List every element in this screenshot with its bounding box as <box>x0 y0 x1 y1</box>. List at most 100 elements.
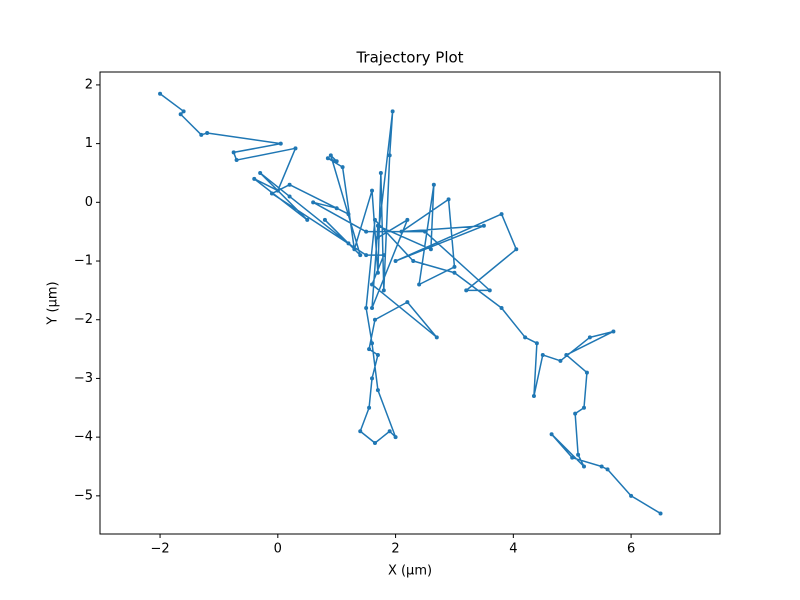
trajectory-point <box>231 150 236 155</box>
trajectory-point <box>375 352 380 357</box>
trajectory-point <box>605 467 610 472</box>
trajectory-point <box>287 182 292 187</box>
trajectory-point <box>434 335 439 340</box>
trajectory-point <box>428 247 433 252</box>
trajectory-point <box>375 388 380 393</box>
trajectory-point <box>576 452 581 457</box>
trajectory-point <box>305 217 310 222</box>
trajectory-point <box>658 511 663 516</box>
trajectory-point <box>205 131 210 136</box>
trajectory-point <box>452 264 457 269</box>
trajectory-point <box>446 197 451 202</box>
trajectory-point <box>258 170 263 175</box>
y-tick-label: −2 <box>74 312 93 327</box>
trajectory-point <box>531 394 536 399</box>
trajectory-point <box>370 305 375 310</box>
trajectory-point <box>367 405 372 410</box>
trajectory-point <box>370 376 375 381</box>
trajectory-point <box>564 352 569 357</box>
trajectory-point <box>570 455 575 460</box>
trajectory-point <box>178 112 183 117</box>
trajectory-point <box>399 229 404 234</box>
trajectory-point <box>364 253 369 258</box>
trajectory-point <box>405 300 410 305</box>
trajectory-point <box>411 259 416 264</box>
trajectory-point <box>431 182 436 187</box>
trajectory-point <box>181 109 186 114</box>
trajectory-point <box>372 217 377 222</box>
x-tick-label: 0 <box>274 542 282 557</box>
y-tick-label: 2 <box>85 77 93 92</box>
trajectory-point <box>364 305 369 310</box>
trajectory-point <box>375 223 380 228</box>
trajectory-point <box>334 206 339 211</box>
trajectory-point <box>581 405 586 410</box>
trajectory-point <box>334 159 339 164</box>
trajectory-point <box>325 156 330 161</box>
trajectory-point <box>599 464 604 469</box>
trajectory-point <box>390 109 395 114</box>
trajectory-point <box>378 170 383 175</box>
y-tick-label: 0 <box>85 195 93 210</box>
trajectory-point <box>417 282 422 287</box>
trajectory-point <box>387 153 392 158</box>
trajectory-point <box>234 158 239 163</box>
plot-frame <box>99 71 721 535</box>
trajectory-point <box>549 432 554 437</box>
trajectory-point <box>328 153 333 158</box>
trajectory-point <box>464 288 469 293</box>
trajectory-point <box>499 305 504 310</box>
trajectory-point <box>611 329 616 334</box>
x-tick-label: 6 <box>627 542 635 557</box>
trajectory-point <box>558 358 563 363</box>
trajectory-point <box>629 493 634 498</box>
trajectory-point <box>393 435 398 440</box>
trajectory-point <box>487 288 492 293</box>
trajectory-point <box>375 235 380 240</box>
trajectory-point <box>287 194 292 199</box>
trajectory-point <box>581 464 586 469</box>
trajectory-point <box>534 341 539 346</box>
trajectory-point <box>364 229 369 234</box>
trajectory-point <box>372 441 377 446</box>
x-tick-label: 2 <box>391 542 399 557</box>
chart-title: Trajectory Plot <box>355 49 463 67</box>
trajectory-point <box>381 288 386 293</box>
trajectory-point <box>405 217 410 222</box>
trajectory-point <box>372 317 377 322</box>
trajectory-point <box>381 253 386 258</box>
trajectory-point <box>367 347 372 352</box>
y-tick-label: −3 <box>74 371 93 386</box>
trajectory-point <box>584 370 589 375</box>
trajectory-point <box>322 217 327 222</box>
trajectory-point <box>199 132 204 137</box>
trajectory-point <box>358 253 363 258</box>
trajectory-point <box>370 188 375 193</box>
trajectory-point <box>352 247 357 252</box>
trajectory-point <box>452 270 457 275</box>
trajectory-point <box>346 212 351 217</box>
trajectory-point <box>393 259 398 264</box>
y-tick-label: −4 <box>74 430 93 445</box>
trajectory-point <box>370 341 375 346</box>
trajectory-point <box>158 91 163 96</box>
trajectory-point <box>423 229 428 234</box>
trajectory-point <box>540 352 545 357</box>
trajectory-point <box>387 429 392 434</box>
trajectory-point <box>587 335 592 340</box>
trajectory-point <box>481 223 486 228</box>
x-axis-label: X (μm) <box>388 564 432 579</box>
trajectory-point <box>340 165 345 170</box>
trajectory-point <box>514 247 519 252</box>
trajectory-point <box>278 141 283 146</box>
trajectory-point <box>523 335 528 340</box>
trajectory-point <box>269 191 274 196</box>
y-axis-label: Y (μm) <box>46 281 61 325</box>
trajectory-point <box>346 241 351 246</box>
trajectory-point <box>275 188 280 193</box>
trajectory-point <box>375 270 380 275</box>
trajectory-point <box>573 411 578 416</box>
x-tick-label: −2 <box>150 542 169 557</box>
